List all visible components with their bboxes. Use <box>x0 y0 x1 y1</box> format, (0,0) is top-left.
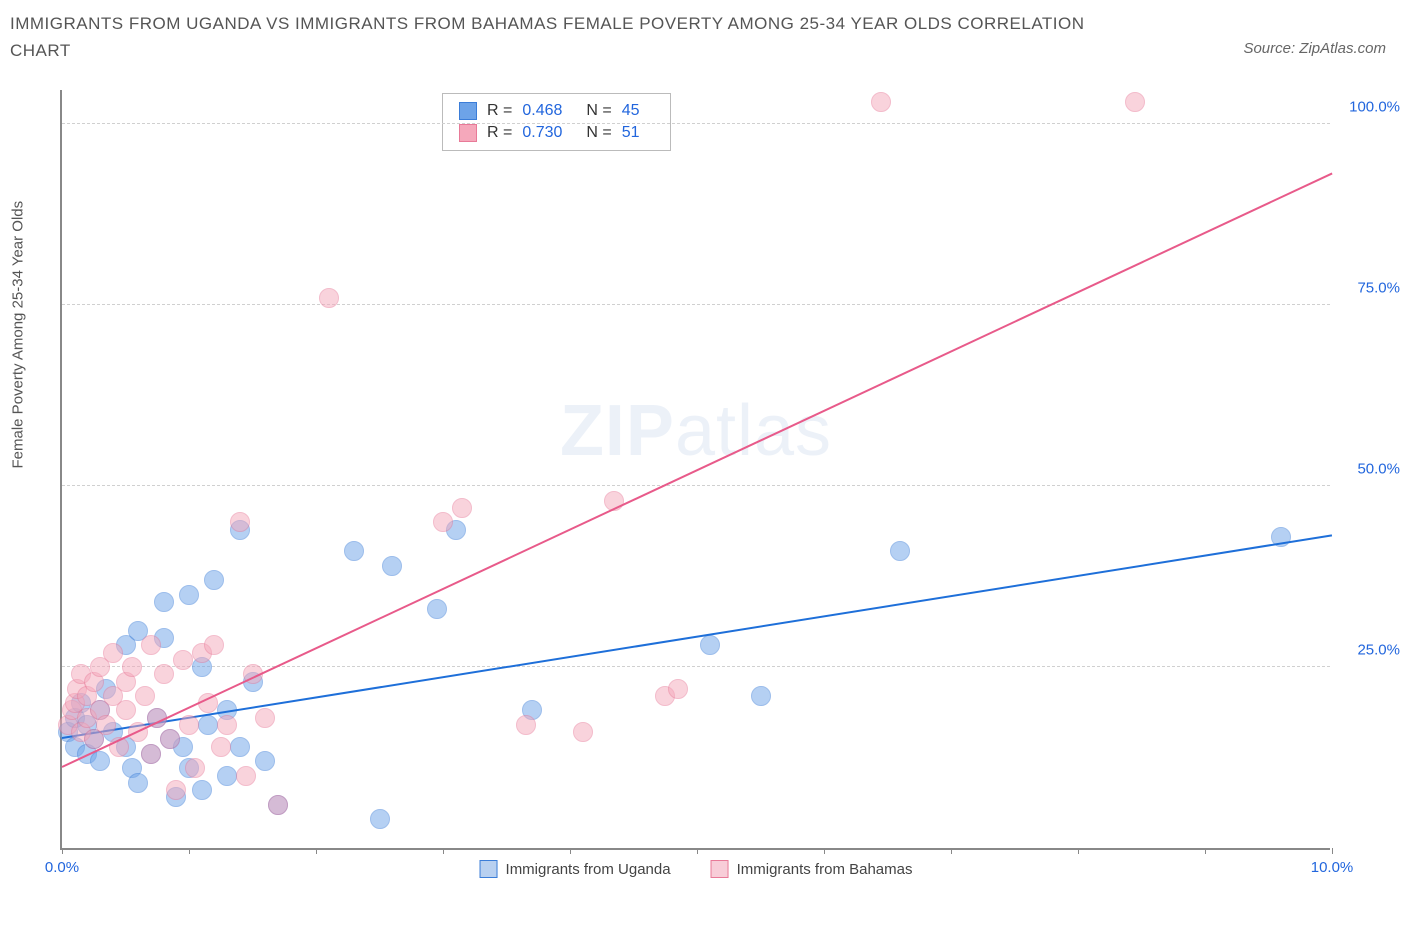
swatch-bahamas <box>459 124 477 142</box>
bottom-legend: Immigrants from Uganda Immigrants from B… <box>480 860 913 878</box>
legend-swatch-bahamas <box>711 860 729 878</box>
scatter-point <box>382 556 402 576</box>
trend-line <box>62 535 1332 740</box>
x-tick <box>824 848 825 854</box>
scatter-point <box>751 686 771 706</box>
scatter-point <box>516 715 536 735</box>
scatter-point <box>192 780 212 800</box>
legend-label-uganda: Immigrants from Uganda <box>506 861 671 878</box>
y-tick-label: 25.0% <box>1357 642 1400 659</box>
y-tick-label: 50.0% <box>1357 461 1400 478</box>
trend-line <box>62 173 1333 768</box>
legend-swatch-uganda <box>480 860 498 878</box>
plot-area: ZIPatlas R = 0.468 N = 45 R = 0.730 N = … <box>60 90 1330 850</box>
y-tick-label: 75.0% <box>1357 280 1400 297</box>
scatter-point <box>255 708 275 728</box>
scatter-point <box>179 715 199 735</box>
scatter-point <box>204 570 224 590</box>
stats-row-uganda: R = 0.468 N = 45 <box>459 100 654 122</box>
scatter-point <box>116 700 136 720</box>
scatter-point <box>198 715 218 735</box>
r-value-bahamas: 0.730 <box>522 124 562 142</box>
x-tick <box>443 848 444 854</box>
x-tick <box>1205 848 1206 854</box>
x-tick <box>697 848 698 854</box>
r-label: R = <box>487 102 512 120</box>
scatter-point <box>268 795 288 815</box>
r-value-uganda: 0.468 <box>522 102 562 120</box>
scatter-point <box>160 729 180 749</box>
scatter-point <box>452 498 472 518</box>
n-value-uganda: 45 <box>622 102 640 120</box>
r-label: R = <box>487 124 512 142</box>
x-tick <box>62 848 63 854</box>
x-tick-label: 10.0% <box>1311 859 1354 876</box>
scatter-point <box>217 715 237 735</box>
x-tick-label: 0.0% <box>45 859 79 876</box>
scatter-point <box>230 512 250 532</box>
x-tick <box>1332 848 1333 854</box>
scatter-point <box>700 635 720 655</box>
scatter-point <box>122 657 142 677</box>
scatter-point <box>890 541 910 561</box>
y-axis-label: Female Poverty Among 25-34 Year Olds <box>10 201 27 469</box>
scatter-point <box>668 679 688 699</box>
scatter-point <box>255 751 275 771</box>
scatter-point <box>427 599 447 619</box>
scatter-point <box>344 541 364 561</box>
stats-row-bahamas: R = 0.730 N = 51 <box>459 122 654 144</box>
chart-container: IMMIGRANTS FROM UGANDA VS IMMIGRANTS FRO… <box>10 10 1396 920</box>
y-tick-label: 100.0% <box>1349 99 1400 116</box>
n-value-bahamas: 51 <box>622 124 640 142</box>
watermark-rest: atlas <box>675 391 832 471</box>
scatter-point <box>211 737 231 757</box>
x-tick <box>951 848 952 854</box>
source-attribution: Source: ZipAtlas.com <box>1243 40 1386 57</box>
scatter-point <box>103 643 123 663</box>
scatter-point <box>230 737 250 757</box>
scatter-point <box>179 585 199 605</box>
n-label: N = <box>586 102 611 120</box>
scatter-point <box>204 635 224 655</box>
scatter-point <box>154 592 174 612</box>
gridline <box>62 304 1330 305</box>
legend-label-bahamas: Immigrants from Bahamas <box>737 861 913 878</box>
scatter-point <box>185 758 205 778</box>
scatter-point <box>128 773 148 793</box>
scatter-point <box>217 766 237 786</box>
watermark: ZIPatlas <box>560 390 832 472</box>
watermark-bold: ZIP <box>560 391 675 471</box>
x-tick <box>316 848 317 854</box>
x-tick <box>570 848 571 854</box>
n-label: N = <box>586 124 611 142</box>
scatter-point <box>573 722 593 742</box>
scatter-point <box>319 288 339 308</box>
scatter-point <box>141 635 161 655</box>
chart-title: IMMIGRANTS FROM UGANDA VS IMMIGRANTS FRO… <box>10 10 1090 64</box>
scatter-point <box>173 650 193 670</box>
scatter-point <box>1125 92 1145 112</box>
scatter-point <box>236 766 256 786</box>
gridline <box>62 123 1330 124</box>
scatter-point <box>154 664 174 684</box>
scatter-point <box>135 686 155 706</box>
gridline <box>62 485 1330 486</box>
x-tick <box>1078 848 1079 854</box>
legend-item-uganda: Immigrants from Uganda <box>480 860 671 878</box>
scatter-point <box>96 715 116 735</box>
scatter-point <box>871 92 891 112</box>
legend-item-bahamas: Immigrants from Bahamas <box>711 860 913 878</box>
swatch-uganda <box>459 102 477 120</box>
scatter-point <box>433 512 453 532</box>
scatter-point <box>90 751 110 771</box>
stats-legend-box: R = 0.468 N = 45 R = 0.730 N = 51 <box>442 93 671 151</box>
scatter-point <box>141 744 161 764</box>
scatter-point <box>370 809 390 829</box>
x-tick <box>189 848 190 854</box>
scatter-point <box>166 780 186 800</box>
